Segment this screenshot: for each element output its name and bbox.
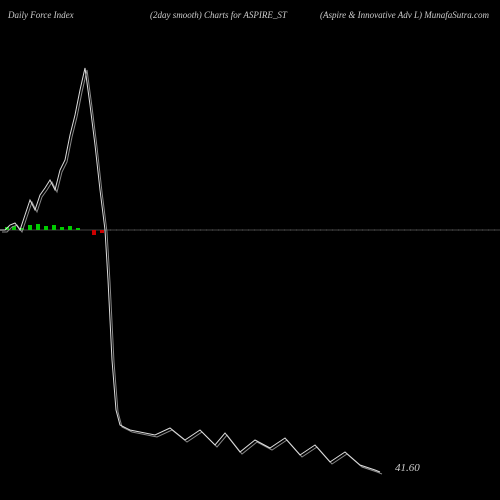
force-index-chart bbox=[0, 30, 500, 500]
last-value-label: 41.60 bbox=[395, 462, 420, 474]
title-left: Daily Force Index bbox=[8, 10, 74, 20]
chart-header: Daily Force Index (2day smooth) Charts f… bbox=[0, 10, 500, 30]
chart-area bbox=[0, 30, 500, 500]
title-mid: (2day smooth) Charts for ASPIRE_ST bbox=[150, 10, 287, 20]
title-right: (Aspire & Innovative Adv L) MunafaSutra.… bbox=[320, 10, 489, 20]
